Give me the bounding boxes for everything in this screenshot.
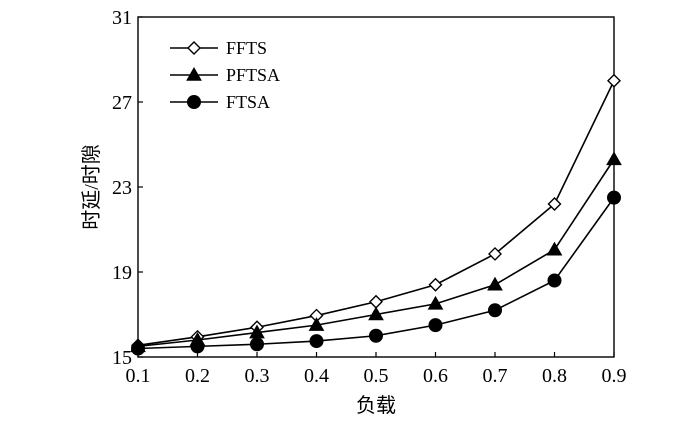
y-tick-label: 27 <box>112 92 132 114</box>
x-tick-label: 0.3 <box>245 365 270 387</box>
y-tick-label: 23 <box>112 177 132 199</box>
data-point-ffts <box>488 246 502 261</box>
legend-item-ffts: FFTS <box>170 38 267 58</box>
y-tick-label: 31 <box>112 7 132 29</box>
legend-label-ffts: FFTS <box>226 38 267 58</box>
data-point-pftsa <box>427 295 444 310</box>
y-tick-label: 15 <box>112 347 132 369</box>
x-tick-label: 0.2 <box>185 365 210 387</box>
y-axis-title: 时延/时隙 <box>80 144 103 230</box>
data-point-ftsa <box>131 341 145 356</box>
data-point-ffts <box>369 294 383 309</box>
legend-item-pftsa: PFTSA <box>170 65 280 85</box>
y-axis: 15 19 23 27 31 <box>112 7 143 369</box>
x-tick-label: 0.7 <box>483 365 508 387</box>
data-point-ftsa <box>607 190 621 205</box>
y-tick-label: 19 <box>112 262 132 284</box>
data-point-ffts <box>428 277 443 292</box>
x-tick-label: 0.9 <box>602 365 627 387</box>
data-point-ftsa <box>488 303 502 318</box>
series-line-ftsa <box>137 197 615 350</box>
data-point-pftsa <box>308 317 325 331</box>
data-point-pftsa <box>368 306 384 321</box>
data-point-pftsa <box>546 241 563 256</box>
legend-label-pftsa: PFTSA <box>226 65 280 85</box>
data-point-ffts <box>547 197 562 211</box>
legend-marker-ftsa <box>187 95 201 109</box>
data-point-ftsa <box>250 337 264 352</box>
x-tick-label: 0.5 <box>364 365 389 387</box>
legend-label-ftsa: FTSA <box>226 92 270 112</box>
x-axis-title: 负载 <box>356 394 396 417</box>
series-layer <box>130 73 622 356</box>
x-axis: 0.1 0.2 0.3 0.4 0.5 0.6 0.7 0.8 0.9 <box>126 352 627 387</box>
data-point-ftsa <box>309 334 324 349</box>
data-point-ftsa <box>428 318 443 333</box>
x-tick-label: 0.8 <box>542 365 567 387</box>
x-tick-label: 0.1 <box>126 365 151 387</box>
data-point-pftsa <box>606 151 622 166</box>
legend-marker-pftsa <box>186 66 202 81</box>
series-ftsa <box>131 190 621 356</box>
data-point-ftsa <box>369 328 383 343</box>
legend-marker-ffts <box>187 41 201 55</box>
x-tick-label: 0.4 <box>304 365 329 387</box>
data-point-ftsa <box>547 273 562 288</box>
x-tick-label: 0.6 <box>423 365 448 387</box>
legend: FFTS PFTSA FTSA <box>170 38 280 112</box>
legend-item-ftsa: FTSA <box>170 92 270 112</box>
data-point-ffts <box>607 73 621 88</box>
data-point-ftsa <box>190 339 205 354</box>
series-pftsa <box>130 151 622 353</box>
data-point-pftsa <box>487 276 503 291</box>
